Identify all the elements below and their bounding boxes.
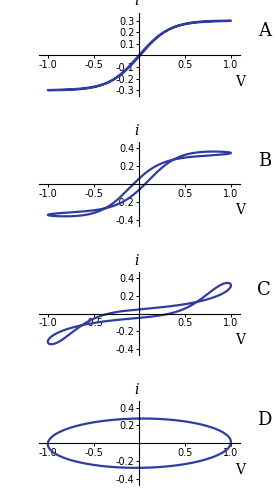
Text: i: i — [134, 254, 139, 268]
Text: i: i — [134, 0, 139, 8]
Text: V: V — [235, 204, 245, 218]
Text: V: V — [235, 462, 245, 476]
Text: C: C — [258, 281, 271, 299]
Text: B: B — [258, 152, 271, 170]
Text: i: i — [134, 124, 139, 138]
Text: D: D — [257, 411, 272, 429]
Text: V: V — [235, 333, 245, 347]
Text: A: A — [258, 22, 271, 40]
Text: V: V — [235, 75, 245, 89]
Text: i: i — [134, 383, 139, 397]
